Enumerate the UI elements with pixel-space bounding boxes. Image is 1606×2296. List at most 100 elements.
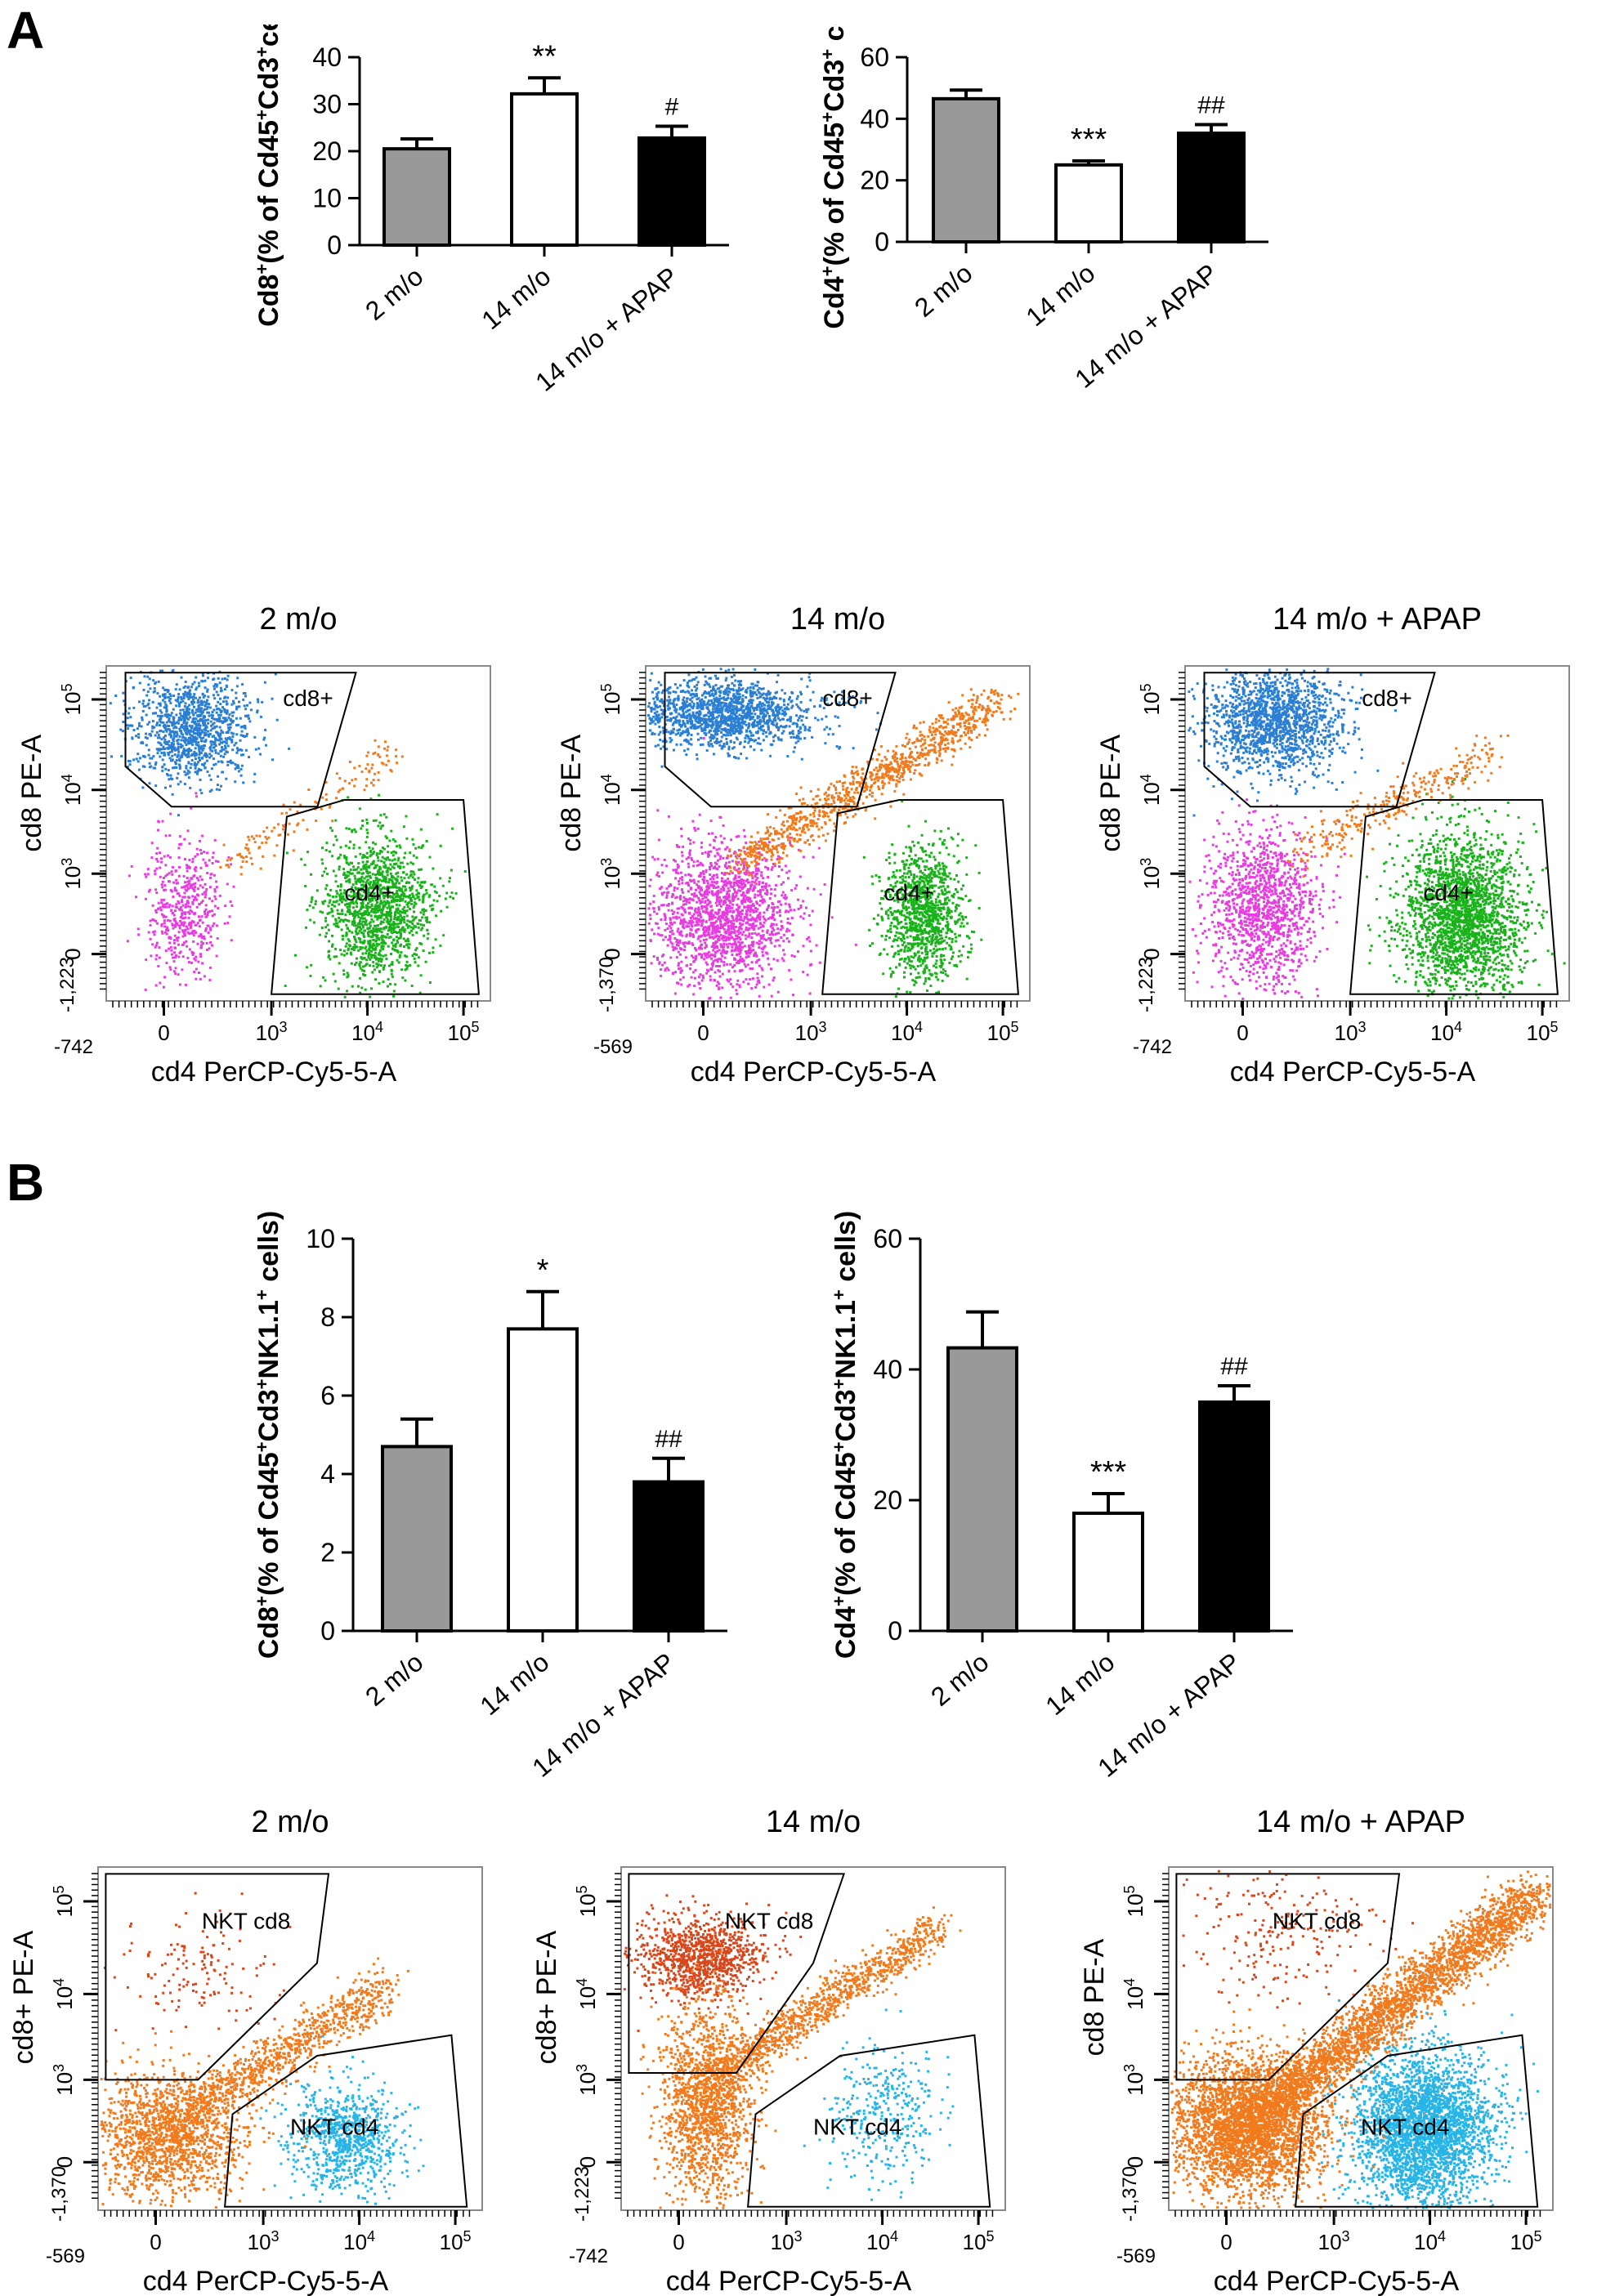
event-dot [727, 752, 730, 755]
event-dot [352, 843, 356, 846]
event-dot [413, 924, 416, 927]
event-dot [374, 866, 377, 869]
event-dot [696, 702, 699, 705]
event-dot [380, 920, 383, 923]
event-dot [662, 689, 665, 692]
event-dot [724, 679, 727, 682]
event-dot [214, 751, 217, 754]
event-dot [223, 677, 226, 680]
event-dot [676, 719, 679, 722]
event-dot [727, 734, 730, 737]
event-dot [734, 728, 737, 731]
event-dot [387, 936, 391, 939]
event-dot [369, 875, 372, 878]
event-dot [765, 710, 768, 713]
event-dot [840, 690, 843, 694]
event-dot [198, 719, 201, 722]
event-dot [378, 982, 381, 985]
event-dot [144, 873, 147, 876]
event-dot [654, 722, 657, 726]
event-dot [695, 689, 698, 692]
event-dot [757, 681, 760, 684]
event-dot [183, 886, 186, 889]
event-dot [204, 882, 207, 886]
event-dot [956, 861, 960, 864]
event-dot [727, 690, 730, 693]
event-dot [186, 739, 190, 742]
event-dot [235, 691, 238, 695]
event-dot [203, 728, 206, 731]
event-dot [799, 727, 802, 730]
event-dot [166, 690, 169, 694]
event-dot [380, 914, 383, 918]
event-dot [188, 747, 191, 750]
event-dot [777, 717, 780, 720]
event-dot [166, 926, 169, 929]
event-dot [772, 739, 776, 743]
event-dot [367, 895, 370, 898]
event-dot [240, 764, 244, 767]
event-dot [366, 872, 369, 875]
event-dot [347, 908, 350, 911]
event-dot [960, 897, 963, 900]
event-dot [228, 713, 231, 717]
event-dot [708, 703, 711, 706]
event-dot [177, 892, 181, 896]
event-dot [170, 743, 173, 746]
event-dot [132, 686, 135, 690]
panel-letter-b: B [7, 1152, 44, 1213]
event-dot [921, 888, 924, 891]
event-dot [696, 695, 698, 698]
event-dot [781, 712, 784, 716]
event-dot [159, 875, 162, 878]
event-dot [206, 851, 209, 855]
event-dot [387, 914, 391, 918]
event-dot [667, 708, 670, 711]
event-dot [396, 950, 400, 954]
event-dot [385, 926, 387, 929]
event-dot [839, 745, 842, 748]
event-dot [789, 717, 792, 721]
event-dot [415, 893, 418, 896]
significance-label: *** [1071, 123, 1107, 157]
event-dot [391, 899, 394, 902]
event-dot [740, 725, 743, 728]
event-dot [666, 719, 669, 722]
event-dot [741, 699, 745, 703]
event-dot [678, 721, 681, 725]
event-dot [244, 846, 248, 850]
event-dot [332, 896, 335, 898]
event-dot [194, 753, 197, 757]
event-dot [334, 947, 338, 950]
x-tick-label: 105 [448, 1019, 480, 1045]
event-dot [652, 720, 655, 723]
event-dot [375, 930, 378, 933]
event-dot [752, 686, 755, 689]
event-dot [177, 772, 180, 775]
event-dot [224, 737, 227, 740]
event-dot [737, 719, 740, 722]
event-dot [400, 927, 404, 930]
event-dot [351, 895, 354, 898]
event-dot [366, 831, 369, 834]
event-dot [149, 937, 152, 940]
event-dot [449, 877, 451, 880]
event-dot [142, 705, 145, 708]
event-dot [700, 723, 704, 726]
event-dot [195, 708, 198, 712]
event-dot [789, 720, 792, 723]
event-dot [411, 915, 414, 918]
event-dot [182, 739, 186, 743]
event-dot [365, 869, 369, 872]
event-dot [178, 767, 181, 770]
event-dot [652, 697, 655, 700]
event-dot [718, 740, 721, 744]
event-dot [182, 911, 186, 914]
event-dot [215, 738, 218, 741]
event-dot [211, 711, 214, 713]
event-dot [389, 906, 392, 909]
event-dot [226, 718, 229, 721]
event-dot [726, 693, 729, 696]
event-dot [362, 866, 365, 869]
event-dot [758, 742, 762, 745]
